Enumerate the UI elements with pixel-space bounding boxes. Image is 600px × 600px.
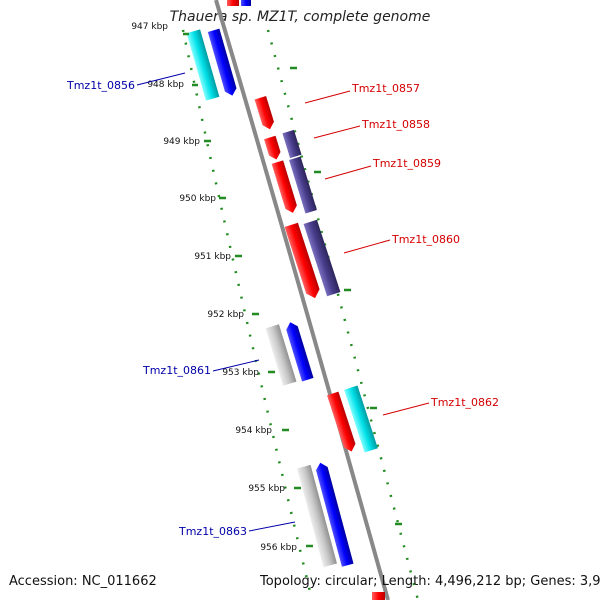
tick-label-949: 949 kbp <box>163 137 200 147</box>
gene-label-0858: Tmz1t_0858 <box>361 118 430 131</box>
outer-tick-track <box>266 29 420 600</box>
gene-0858-arrow <box>264 135 281 160</box>
tick-label-951: 951 kbp <box>194 252 231 262</box>
leader-0862 <box>382 402 430 416</box>
tick-label-956: 956 kbp <box>260 543 297 553</box>
map-title: Thauera sp. MZ1T, complete genome <box>169 9 431 25</box>
tick-label-947: 947 kbp <box>131 22 168 32</box>
tick-label-953: 953 kbp <box>222 368 259 378</box>
gene-0860-arrow <box>284 222 320 299</box>
gene-0857-arrow <box>254 95 274 130</box>
gene-label-0859: Tmz1t_0859 <box>372 157 441 170</box>
gene-0863-gray <box>297 464 337 568</box>
genome-summary-text: Topology: circular; Length: 4,496,212 bp… <box>260 574 600 589</box>
gene-label-0860: Tmz1t_0860 <box>391 233 460 246</box>
gene-0862-cyan <box>344 385 378 453</box>
gene-0859-arrow <box>271 160 297 213</box>
leader-lines <box>136 72 430 532</box>
leader-0858 <box>313 125 361 139</box>
major-ticks <box>183 32 402 548</box>
gene-0856-blue-arrow <box>207 28 237 96</box>
gene-0862-arrow <box>327 391 356 452</box>
gene-label-0856: Tmz1t_0856 <box>66 79 135 92</box>
tick-label-950: 950 kbp <box>179 194 216 204</box>
leader-0861 <box>212 359 260 372</box>
gene-partial-top-red <box>227 0 239 6</box>
leader-0856 <box>136 72 186 86</box>
gene-labels: Tmz1t_0856 Tmz1t_0857 Tmz1t_0858 Tmz1t_0… <box>66 79 499 538</box>
gene-label-0861: Tmz1t_0861 <box>142 364 211 377</box>
gene-0856-cyan-block <box>186 29 220 101</box>
gene-0861-gray <box>265 324 297 386</box>
gene-0861-blue-arrow <box>286 322 314 382</box>
inner-tick-track <box>181 29 314 600</box>
gene-partial-top-blue <box>241 0 251 6</box>
tick-label-954: 954 kbp <box>235 426 272 436</box>
leader-0863 <box>248 521 296 532</box>
tick-labels: 947 kbp 948 kbp 949 kbp 950 kbp 951 kbp … <box>131 22 297 553</box>
gene-partial-bottom-red <box>372 592 385 600</box>
gene-0858-purple <box>282 129 302 159</box>
gene-0859-purple <box>289 156 317 214</box>
gene-label-0862: Tmz1t_0862 <box>430 396 499 409</box>
leader-0860 <box>343 239 391 254</box>
gene-0863-blue-arrow <box>316 462 354 567</box>
tick-label-948: 948 kbp <box>147 80 184 90</box>
gene-0860-purple <box>303 219 341 297</box>
leader-0859 <box>324 165 372 180</box>
gene-label-0863: Tmz1t_0863 <box>178 525 247 538</box>
accession-text: Accession: NC_011662 <box>9 574 157 589</box>
gene-label-0857: Tmz1t_0857 <box>351 82 420 95</box>
tick-label-955: 955 kbp <box>248 484 285 494</box>
leader-0857 <box>304 90 351 104</box>
genome-backbone <box>214 0 390 600</box>
tick-label-952: 952 kbp <box>207 310 244 320</box>
